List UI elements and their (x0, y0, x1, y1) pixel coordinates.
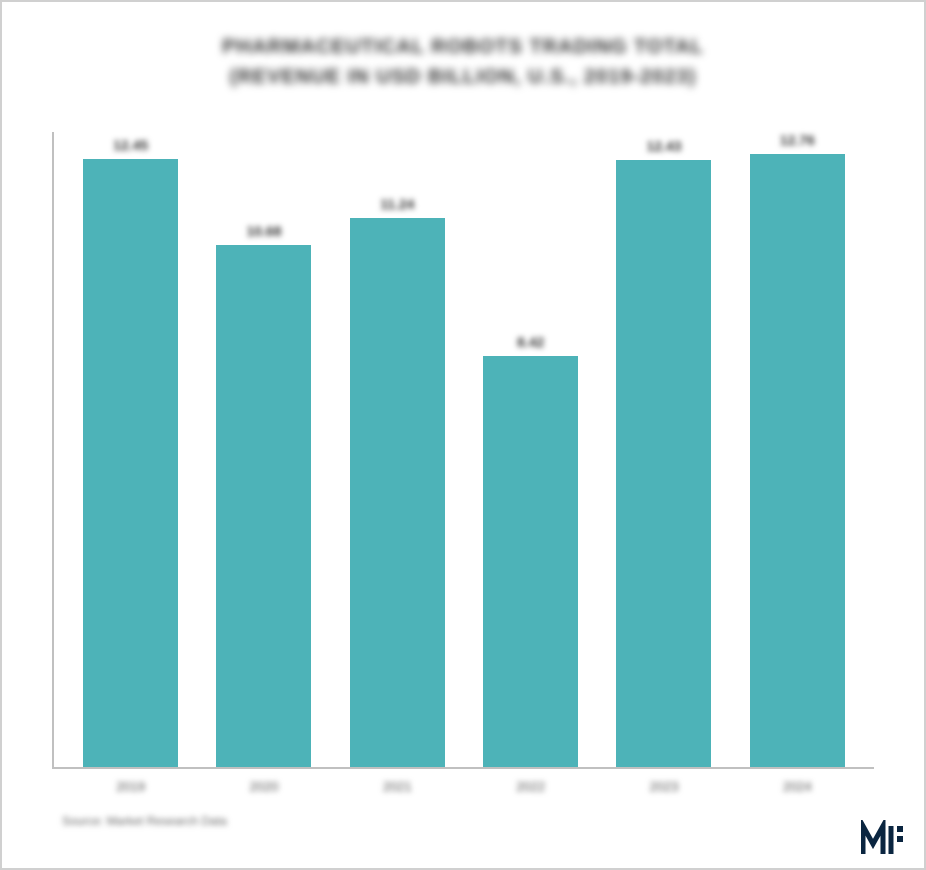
bar (83, 159, 178, 767)
bar-value-label: 8.42 (517, 334, 544, 350)
chart-container: PHARMACEUTICAL ROBOTS TRADING TOTAL (REV… (0, 0, 926, 870)
plot-area: 12.4510.6811.248.4212.4312.76 2019202020… (52, 132, 874, 794)
x-axis-labels: 2019 2020 2021 2022 2023 2024 (54, 769, 874, 794)
bars-region: 12.45 10.68 11.24 8.42 12.43 12.76 (52, 132, 874, 769)
bar-value-label: 12.43 (646, 138, 681, 154)
bar (216, 245, 311, 767)
bar-group: 12.45 (72, 132, 189, 767)
x-axis-label: 2019 (72, 779, 189, 794)
x-axis-label: 2021 (339, 779, 456, 794)
bar-group: 10.68 (205, 132, 322, 767)
x-axis-label: 2020 (205, 779, 322, 794)
x-axis-label: 2023 (605, 779, 722, 794)
title-line-2: (REVENUE IN USD BILLION, U.S., 2019-2023… (230, 66, 697, 88)
source-note: Source: Market Research Data (62, 814, 874, 828)
chart-title: PHARMACEUTICAL ROBOTS TRADING TOTAL (REV… (52, 32, 874, 92)
bar-group: 12.43 (605, 132, 722, 767)
mi-logo-icon (861, 820, 909, 856)
bar (616, 160, 711, 767)
bar (750, 154, 845, 767)
bar-value-label: 11.24 (380, 196, 414, 212)
x-axis-label: 2022 (472, 779, 589, 794)
bar-group: 11.24 (339, 132, 456, 767)
bar-value-label: 12.45 (113, 137, 148, 153)
title-line-1: PHARMACEUTICAL ROBOTS TRADING TOTAL (222, 36, 704, 58)
bar-group: 12.76 (739, 132, 856, 767)
bar-group: 8.42 (472, 132, 589, 767)
bar (350, 218, 445, 767)
bar (483, 356, 578, 767)
x-axis-label: 2024 (739, 779, 856, 794)
bar-value-label: 10.68 (246, 223, 281, 239)
bar-value-label: 12.76 (780, 132, 815, 148)
